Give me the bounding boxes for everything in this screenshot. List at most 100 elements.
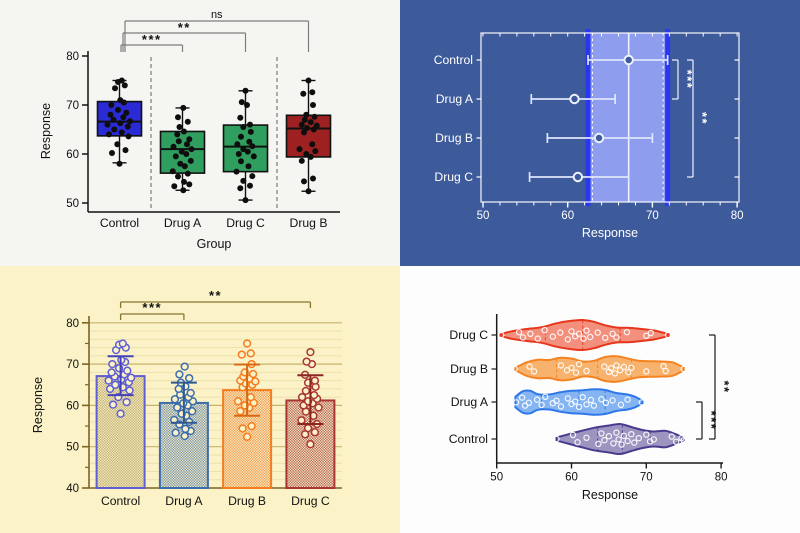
data-point [236, 407, 245, 416]
data-point [303, 423, 313, 433]
data-point [104, 376, 113, 385]
data-point [169, 168, 176, 175]
data-point [242, 432, 252, 441]
data-point [107, 368, 116, 377]
data-point [300, 90, 307, 97]
data-point [301, 116, 308, 123]
data-point [306, 347, 315, 357]
data-point [178, 148, 185, 155]
data-point [233, 397, 243, 406]
x-axis-label: Response [582, 226, 638, 240]
data-point [181, 128, 187, 135]
violin [499, 318, 670, 352]
x-category-label: Drug B [290, 216, 328, 230]
y-category-label: Drug A [451, 395, 489, 409]
x-tick-label: 80 [731, 210, 744, 222]
data-point [305, 188, 312, 195]
y-tick-label: 50 [66, 198, 79, 210]
data-point [170, 395, 180, 404]
data-point [557, 362, 565, 369]
data-point [121, 82, 128, 89]
data-point [240, 146, 247, 153]
data-point [553, 435, 560, 443]
data-point [245, 163, 252, 170]
y-tick-label: 70 [66, 359, 79, 371]
sig-label: ** [178, 20, 191, 35]
data-point [123, 109, 130, 116]
x-axis-label: Group [197, 237, 232, 251]
data-point [557, 403, 565, 410]
data-point [616, 366, 624, 374]
data-point [553, 397, 560, 404]
data-point [583, 367, 590, 375]
plot-border [480, 32, 740, 203]
data-point [237, 114, 244, 121]
data-point [601, 363, 608, 370]
data-point [171, 428, 180, 437]
boxplot-chart: 50 60 70 80 Response Group Control Drug A Drug C… [0, 0, 400, 266]
data-point [181, 178, 187, 185]
data-point [307, 153, 314, 160]
panel-errorbar: 50 60 70 80 Control Drug A Drug B Drug C Respons… [400, 0, 800, 266]
data-point [123, 366, 132, 375]
data-point [242, 339, 252, 348]
mean-marker [572, 171, 584, 183]
y-category-label: Drug C [434, 170, 473, 184]
data-point [188, 407, 197, 416]
data-point [569, 431, 577, 439]
sig-label: *** [142, 300, 162, 315]
data-point [114, 141, 121, 148]
x-tick-label: 50 [490, 472, 503, 484]
data-point [310, 376, 320, 385]
y-tick-label: 80 [66, 51, 79, 63]
data-point [609, 330, 616, 338]
y-axis-label: Response [31, 377, 45, 433]
y-tick-label: 40 [66, 483, 79, 495]
sig-label: *** [142, 32, 162, 47]
y-axis-label: Response [39, 103, 53, 159]
panel-boxplot: 50 60 70 80 Response Group Control Drug A Drug C… [0, 0, 400, 266]
data-point [244, 102, 250, 108]
data-point [175, 370, 184, 379]
data-point [594, 329, 601, 336]
data-point [620, 432, 628, 439]
data-point [303, 151, 310, 157]
data-point [497, 331, 505, 339]
data-point [116, 409, 125, 418]
data-point [171, 183, 178, 190]
data-point [240, 177, 247, 184]
data-point [549, 333, 556, 340]
data-point [533, 396, 541, 403]
data-point [187, 157, 194, 164]
mean-marker [569, 93, 580, 105]
data-point [613, 362, 620, 369]
data-point [628, 364, 635, 372]
data-point [122, 147, 129, 154]
data-point [310, 102, 316, 108]
mean-marker [623, 54, 634, 66]
data-point [530, 368, 538, 375]
data-point [249, 143, 256, 150]
data-point [583, 327, 590, 334]
data-point [534, 335, 541, 342]
data-point [175, 138, 182, 145]
y-category-label: Drug C [449, 328, 488, 342]
data-point [598, 395, 605, 403]
data-point [572, 369, 580, 376]
data-point [571, 398, 579, 405]
errorbar-chart: 50 60 70 80 Control Drug A Drug B Drug C Respons… [400, 0, 800, 266]
data-point [625, 368, 632, 376]
data-point [188, 146, 195, 153]
data-point [624, 396, 631, 403]
data-point [233, 168, 240, 175]
data-point [668, 433, 675, 440]
panel-barchart: 40 50 60 70 80 Response Control Drug A Drug B Dru… [0, 266, 400, 533]
data-point [312, 148, 319, 155]
data-point [250, 153, 257, 160]
data-point [106, 131, 112, 138]
data-point [595, 440, 602, 447]
x-category-label: Drug A [164, 216, 202, 230]
data-point [305, 77, 312, 84]
x-category-label: Drug A [165, 494, 203, 508]
data-point [631, 439, 638, 446]
